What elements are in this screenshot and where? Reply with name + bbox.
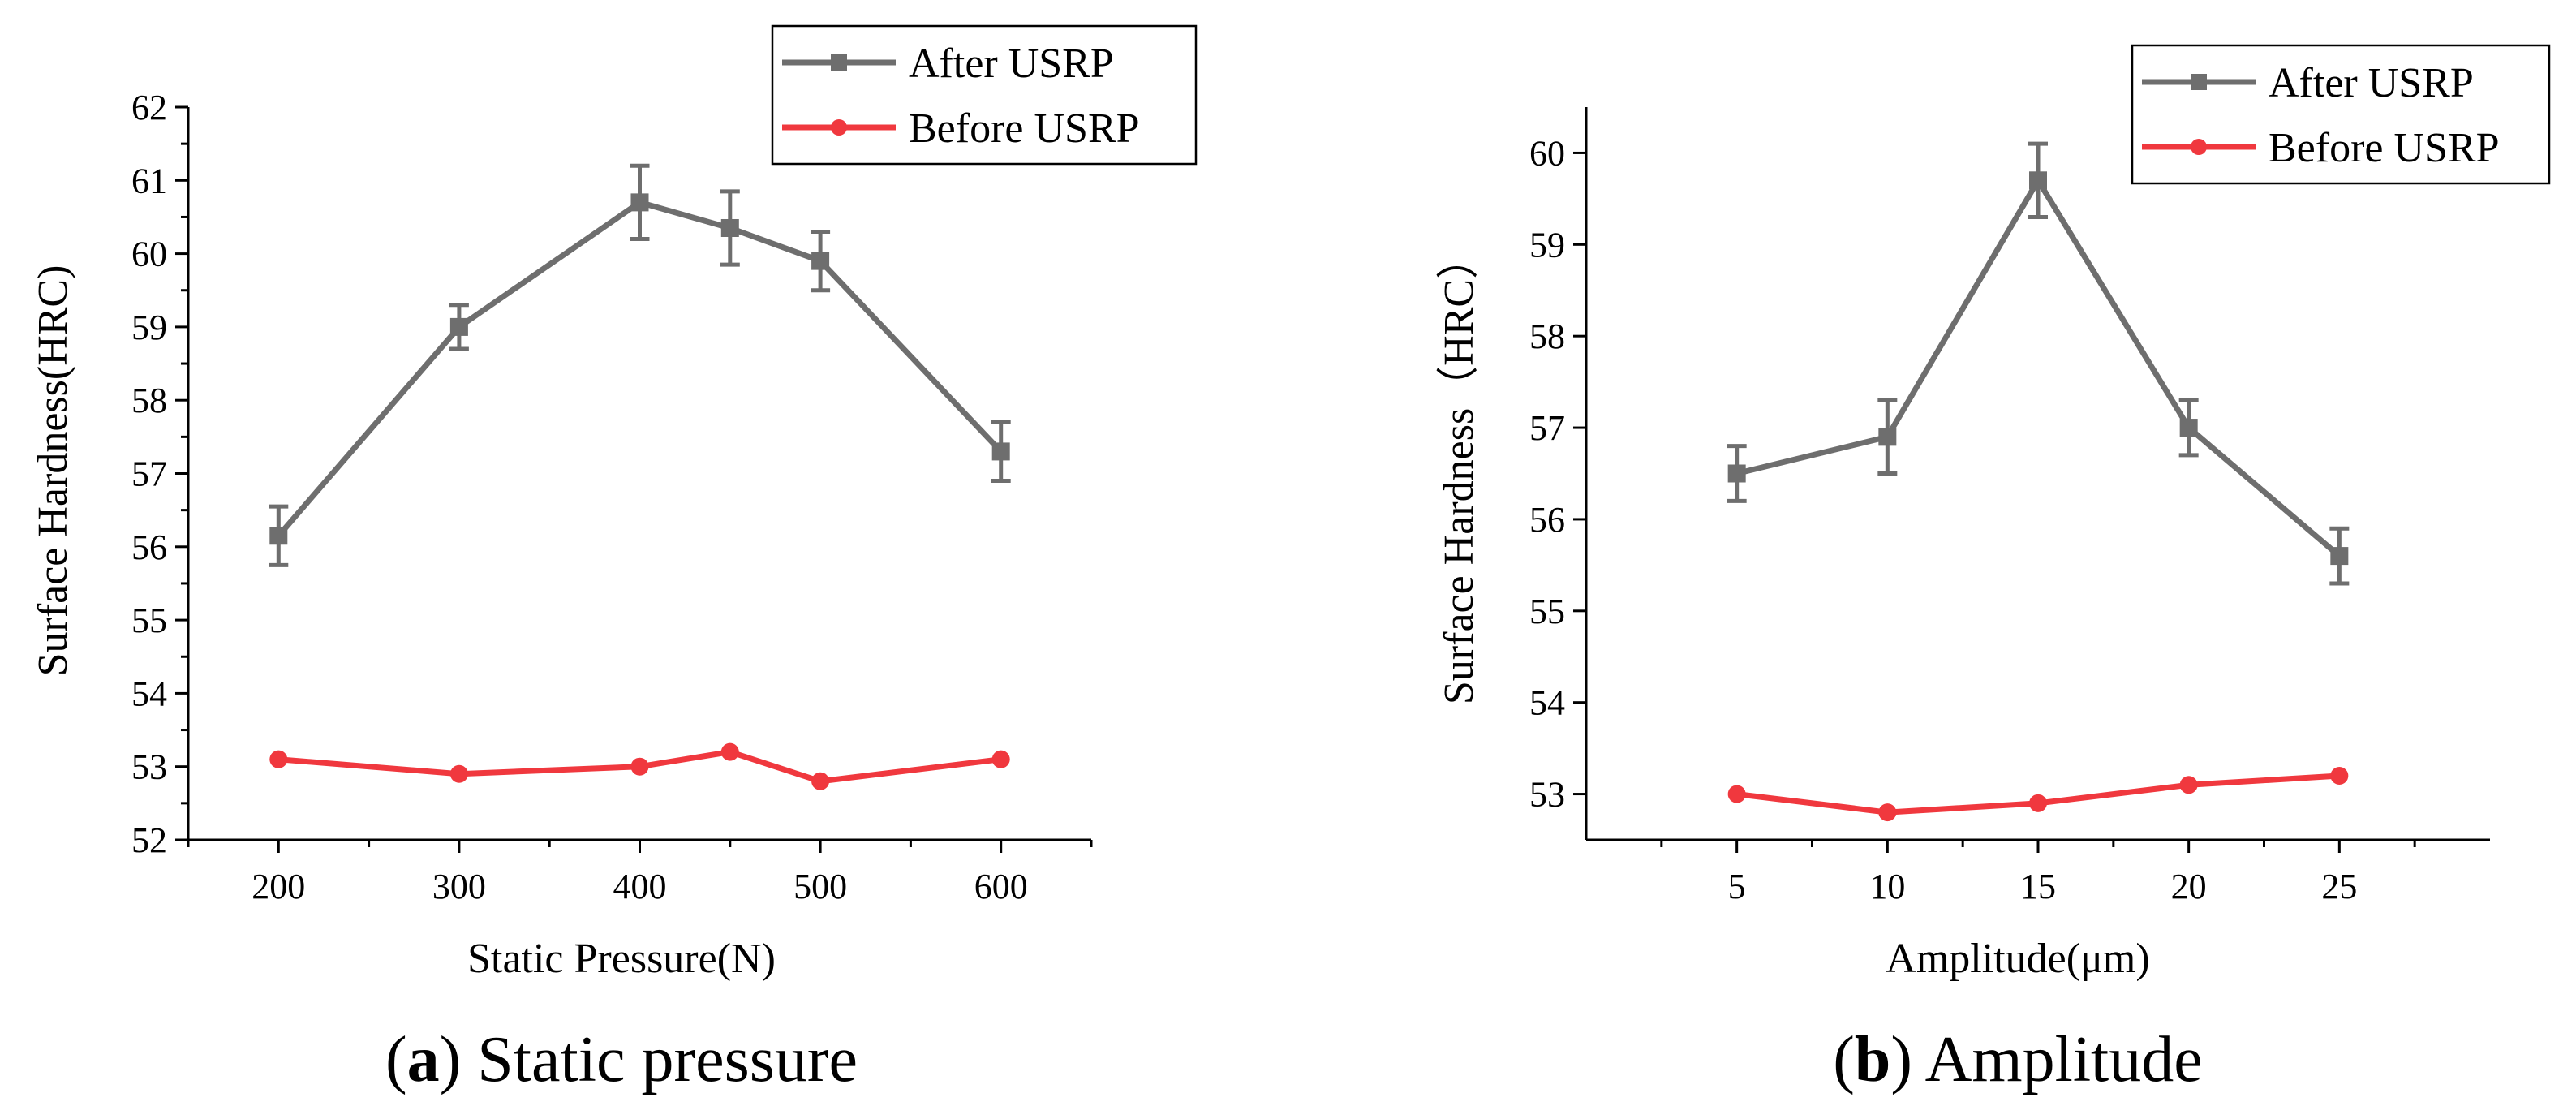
a-y-tick-label: 58 — [131, 381, 167, 420]
b-y-tick-label: 59 — [1529, 225, 1565, 265]
b-legend-before-usrp-label: Before USRP — [2269, 125, 2500, 171]
a-legend: After USRP Before USRP — [771, 24, 1198, 166]
panel-b-caption: (b) Amplitude — [1833, 1024, 2203, 1095]
b-x-tick-label: 20 — [2171, 867, 2207, 906]
b-after-usrp-point — [2179, 419, 2198, 437]
panel-a-xlabel: Static Pressure(N) — [467, 936, 776, 982]
a-after-usrp-point — [720, 218, 739, 237]
a-x-tick-label: 200 — [252, 867, 305, 906]
a-x-tick-label: 400 — [613, 867, 667, 906]
b-y-tick-label: 60 — [1529, 133, 1565, 173]
a-y-tick-label: 60 — [131, 235, 167, 274]
a-x-tick-label: 500 — [793, 867, 847, 906]
b-legend-after-usrp-label: After USRP — [2269, 60, 2474, 106]
panel-a-caption-text: Static pressure — [477, 1024, 858, 1095]
b-before-usrp-point — [2179, 776, 2198, 794]
b-x-tick-label: 15 — [2020, 867, 2056, 906]
a-y-tick-label: 52 — [131, 820, 167, 860]
a-x-tick-label: 300 — [432, 867, 486, 906]
b-after-usrp-point — [1727, 464, 1746, 483]
b-x-tick-label: 10 — [1869, 867, 1905, 906]
a-y-tick-label: 55 — [131, 600, 167, 640]
a-legend-after-usrp-marker — [831, 54, 847, 71]
panel-b-xlabel: Amplitude(μm) — [1886, 936, 2149, 982]
a-before-usrp-point — [991, 750, 1010, 768]
b-y-tick-label: 55 — [1529, 592, 1565, 631]
b-x-tick-label: 5 — [1728, 867, 1746, 906]
panel-b-chart: 53 54 55 56 57 58 59 60 5 10 15 20 25 After USRP Befor… — [1529, 44, 2551, 906]
b-before-usrp-point — [2330, 766, 2349, 785]
panel-b-ylabel: Surface Hardness（HRC） — [1436, 237, 1482, 704]
a-after-usrp-line — [276, 199, 1004, 538]
b-before-usrp-point — [1878, 803, 1897, 822]
a-before-usrp-point — [720, 742, 739, 761]
a-y-tick-label: 59 — [131, 308, 167, 347]
panel-b-caption-text: Amplitude — [1925, 1024, 2203, 1095]
b-legend-box — [2131, 44, 2551, 185]
panel-a-caption: (a) Static pressure — [385, 1024, 858, 1095]
a-y-tick-label: 54 — [131, 674, 167, 713]
a-after-usrp-point — [630, 193, 649, 212]
a-before-usrp-point — [449, 764, 468, 783]
b-y-tick-label: 56 — [1529, 500, 1565, 540]
a-y-tick-label: 61 — [131, 161, 167, 200]
b-after-usrp-line — [1735, 177, 2342, 558]
b-legend-before-usrp-marker — [2191, 139, 2207, 155]
b-legend: After USRP Before USRP — [2131, 44, 2551, 185]
a-legend-after-usrp-label: After USRP — [909, 41, 1114, 87]
a-legend-before-usrp-marker — [831, 119, 847, 136]
a-y-tick-label: 53 — [131, 747, 167, 787]
a-after-usrp-point — [811, 252, 830, 270]
a-before-usrp-line — [278, 749, 1002, 785]
b-y-tick-label: 57 — [1529, 408, 1565, 448]
a-x-tick-label: 600 — [974, 867, 1028, 906]
b-after-usrp-point — [2029, 171, 2047, 190]
b-before-usrp-point — [1727, 785, 1746, 803]
a-before-usrp-point — [630, 757, 649, 776]
a-legend-box — [771, 24, 1198, 166]
a-after-usrp-point — [991, 442, 1010, 461]
a-y-tick-label: 57 — [131, 454, 167, 494]
a-after-usrp-point — [269, 527, 288, 545]
b-after-usrp-point — [1878, 428, 1897, 446]
a-y-tick-label: 56 — [131, 527, 167, 567]
b-legend-after-usrp-marker — [2191, 74, 2207, 90]
panel-a-ylabel: Surface Hardness(HRC) — [30, 265, 76, 677]
a-after-usrp-point — [449, 317, 468, 336]
panel-a-caption-letter: a — [407, 1024, 440, 1095]
b-y-tick-label: 54 — [1529, 683, 1565, 723]
panel-a-chart: 52 53 54 55 56 57 58 59 60 61 62 200 300 400 500 600 Aft… — [131, 24, 1198, 906]
b-x-tick-label: 25 — [2321, 867, 2357, 906]
b-y-tick-label: 53 — [1529, 775, 1565, 815]
panel-b-caption-letter: b — [1855, 1024, 1891, 1095]
a-y-tick-label: 62 — [131, 88, 167, 127]
b-after-usrp-point — [2330, 547, 2349, 566]
a-legend-before-usrp-label: Before USRP — [909, 105, 1140, 152]
a-before-usrp-point — [811, 772, 830, 790]
a-before-usrp-point — [269, 750, 288, 768]
b-before-usrp-point — [2029, 794, 2047, 812]
b-y-tick-label: 58 — [1529, 316, 1565, 356]
